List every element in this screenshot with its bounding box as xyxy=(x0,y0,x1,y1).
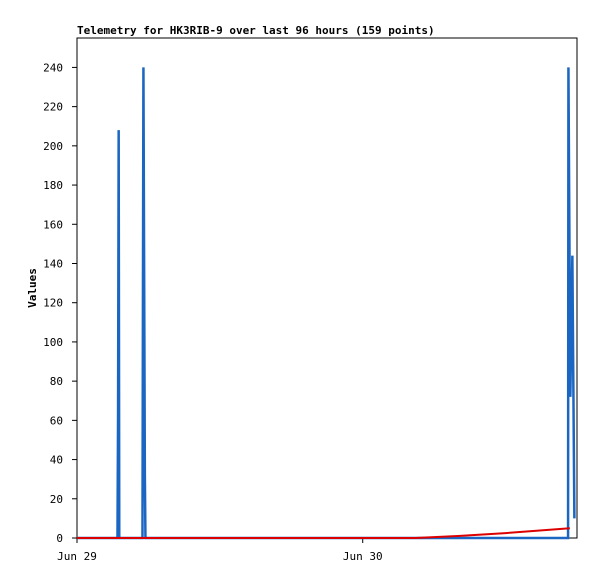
y-axis-label: Values xyxy=(26,268,39,308)
y-tick-label: 140 xyxy=(43,257,63,270)
y-tick-label: 100 xyxy=(43,336,63,349)
y-tick-label: 20 xyxy=(50,493,63,506)
y-tick-label: 200 xyxy=(43,140,63,153)
y-tick-label: 240 xyxy=(43,61,63,74)
chart-title: Telemetry for HK3RIB-9 over last 96 hour… xyxy=(77,24,435,37)
y-tick-label: 60 xyxy=(50,414,63,427)
y-tick-label: 220 xyxy=(43,101,63,114)
y-tick-label: 180 xyxy=(43,179,63,192)
y-tick-label: 0 xyxy=(56,532,63,545)
series-line xyxy=(77,527,570,539)
y-tick-label: 80 xyxy=(50,375,63,388)
y-tick-label: 160 xyxy=(43,218,63,231)
plot-frame xyxy=(76,37,578,539)
x-tick-label: Jun 30 xyxy=(343,550,383,563)
x-tick-label: Jun 29 xyxy=(57,550,97,563)
y-tick-label: 120 xyxy=(43,297,63,310)
y-tick-label: 40 xyxy=(50,454,63,467)
series-line xyxy=(77,67,576,540)
